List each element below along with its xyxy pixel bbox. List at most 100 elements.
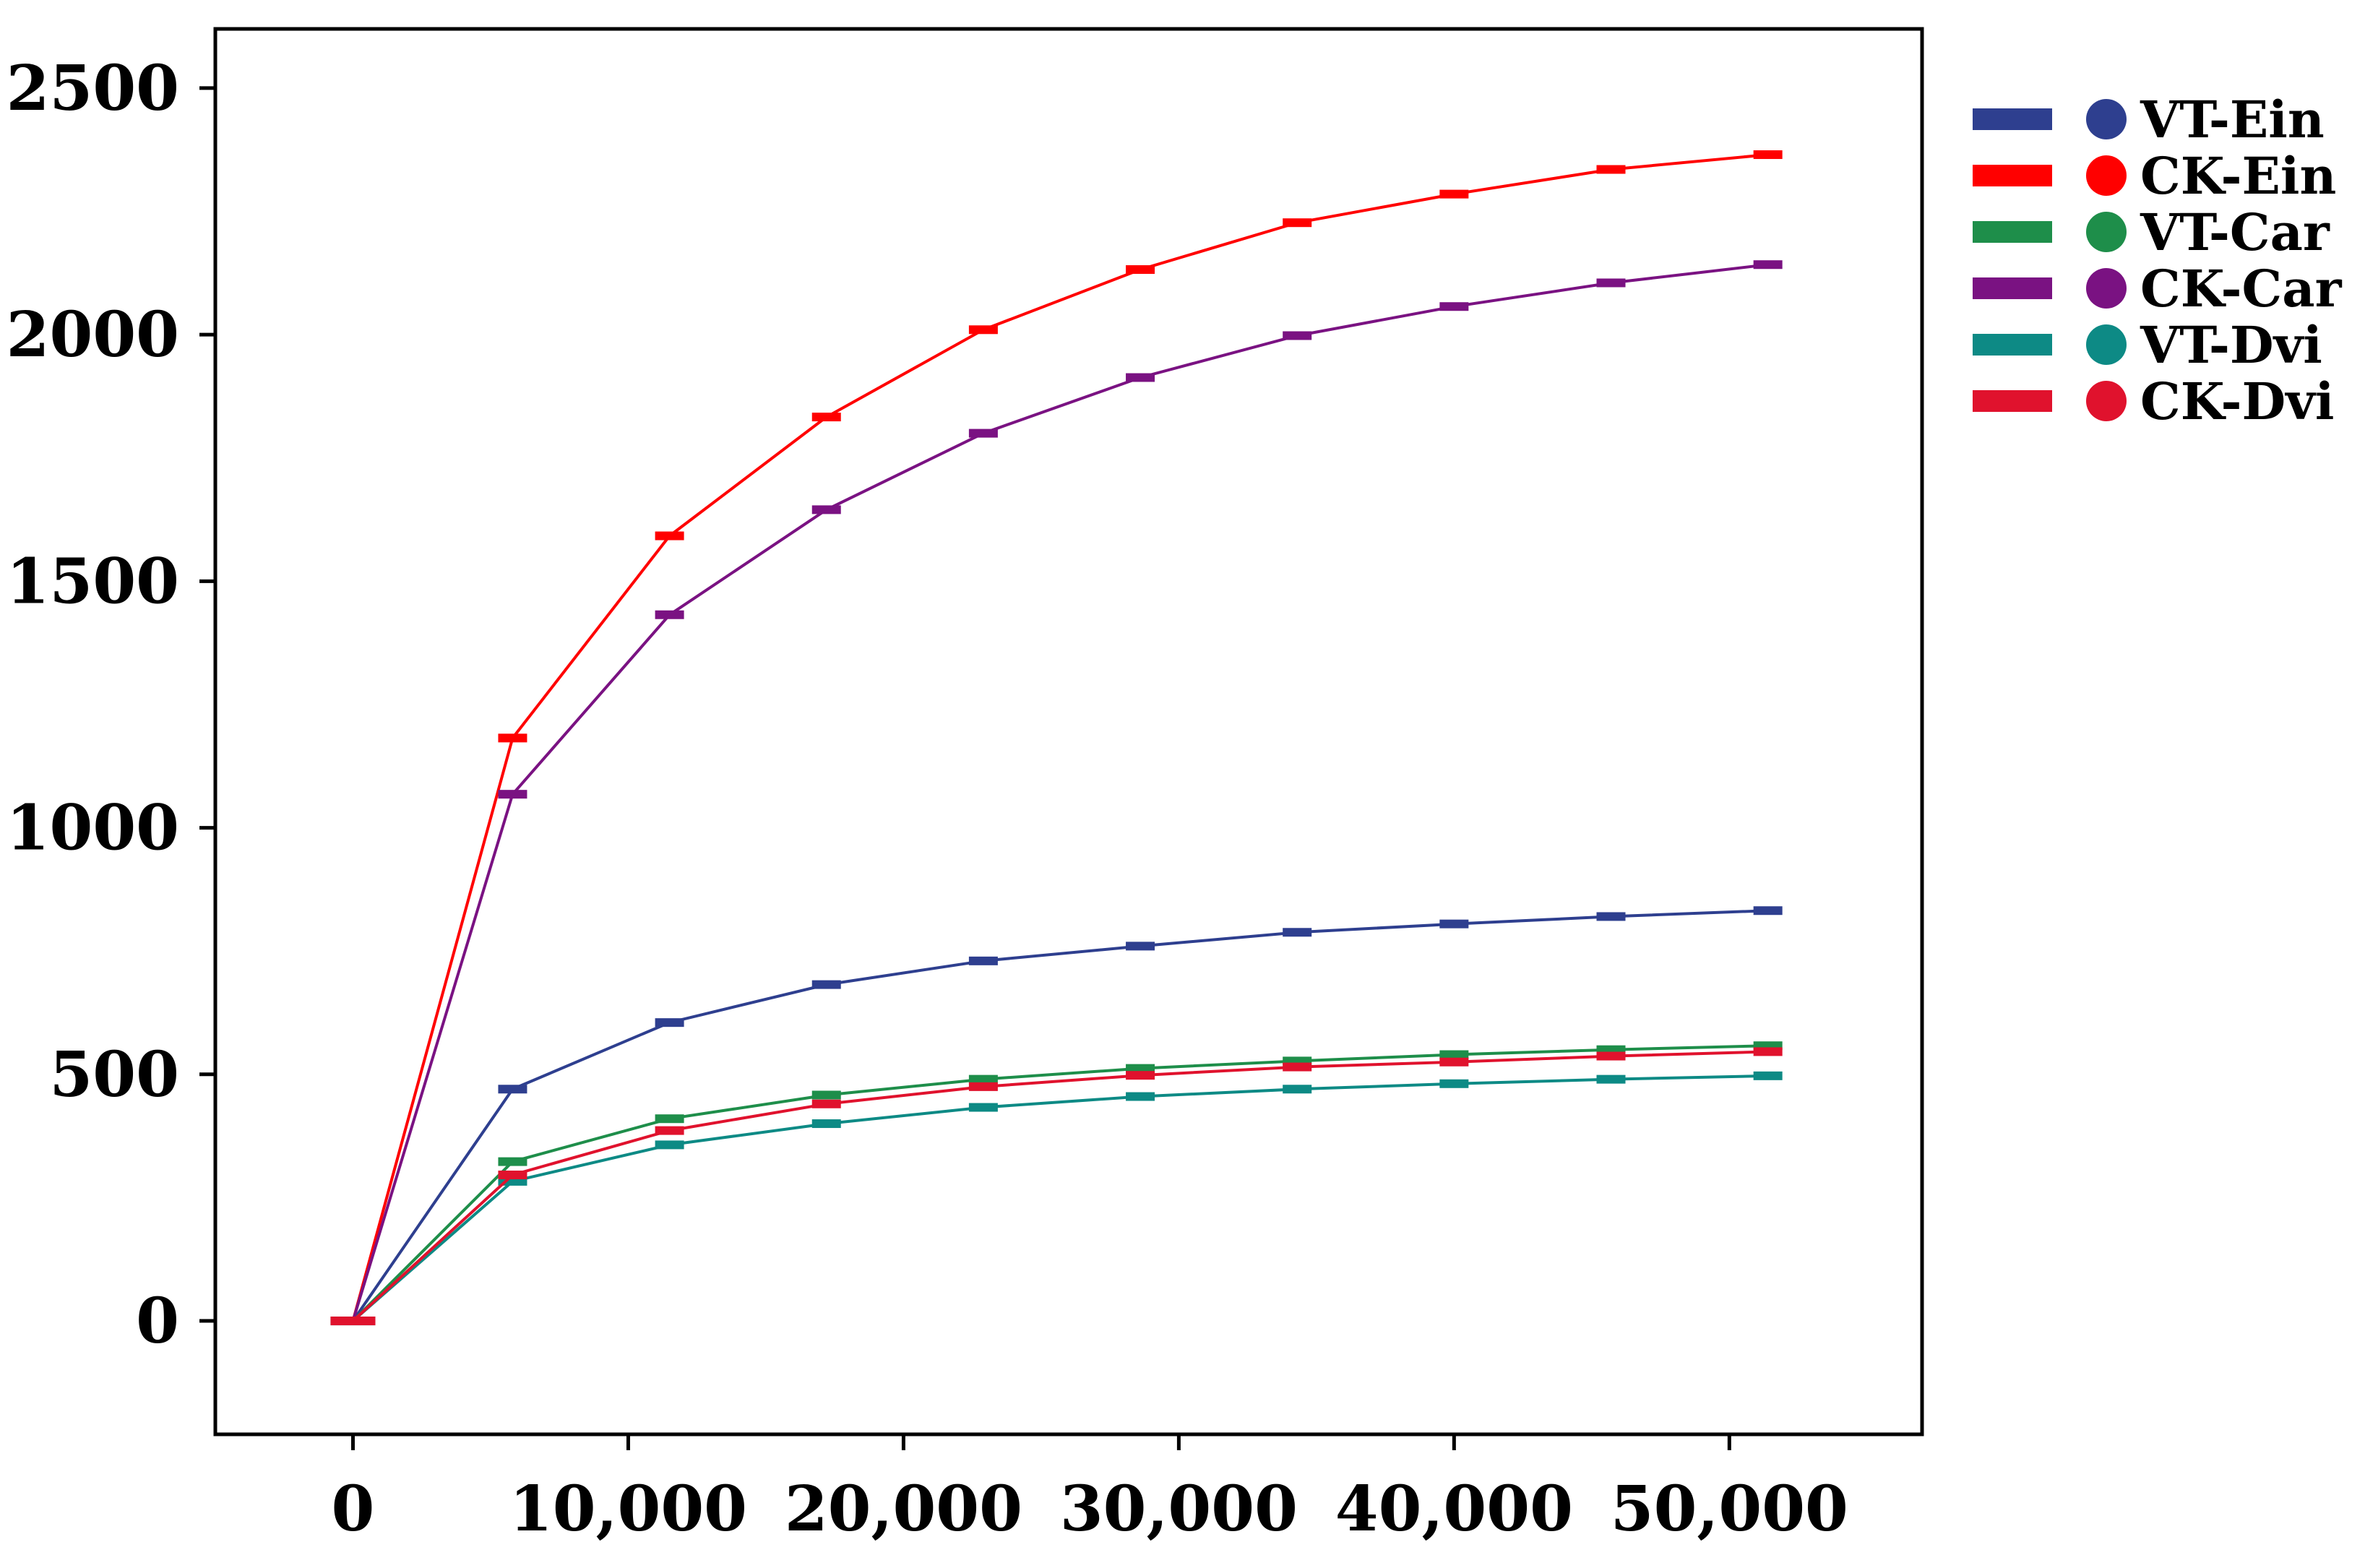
y-tick-label: 1500 [7, 545, 179, 618]
data-point-marker [811, 1090, 841, 1100]
data-point-marker [1753, 906, 1783, 916]
data-point-marker [968, 1074, 998, 1084]
data-point-marker [968, 325, 998, 335]
series-vt-dvi [330, 1071, 1783, 1326]
data-point-marker [1283, 928, 1312, 937]
legend-swatch [1973, 108, 2052, 130]
data-point-marker [968, 1103, 998, 1112]
legend-swatch [1973, 165, 2052, 186]
legend-marker [2086, 155, 2127, 196]
legend-marker [2086, 324, 2127, 365]
data-point-marker [498, 1171, 527, 1180]
data-point-marker [655, 1114, 684, 1124]
data-point-marker [1439, 1079, 1469, 1088]
data-point-marker [1596, 165, 1626, 174]
x-axis: 0 10,000 20,000 30,000 40,000 50,000 [332, 1434, 1848, 1546]
data-point-marker [1753, 1071, 1783, 1080]
data-point-marker [811, 1099, 841, 1108]
legend-marker [2086, 381, 2127, 421]
data-point-marker [1439, 189, 1469, 199]
legend-swatch [1973, 334, 2052, 356]
data-point-marker [968, 1082, 998, 1091]
data-point-marker [1439, 302, 1469, 311]
legend-label: VT-Car [2140, 202, 2330, 262]
data-point-marker [1283, 1062, 1312, 1072]
data-point-marker [498, 733, 527, 743]
x-tick-label: 40,000 [1335, 1473, 1573, 1546]
series-vt-ein [330, 906, 1783, 1326]
data-point-marker [811, 980, 841, 989]
y-tick-label: 500 [49, 1038, 179, 1111]
data-point-marker [1126, 1092, 1155, 1101]
series-line [352, 1074, 1768, 1322]
data-point-marker [1283, 1085, 1312, 1094]
legend-swatch [1973, 390, 2052, 412]
data-point-marker [655, 1018, 684, 1028]
legend-swatch [1973, 277, 2052, 299]
data-point-marker [1439, 1050, 1469, 1059]
x-tick-label: 10,000 [509, 1473, 747, 1546]
series-ck-ein [330, 150, 1783, 1326]
legend-label: CK-Dvi [2140, 371, 2334, 431]
data-point-marker [811, 413, 841, 422]
data-point-marker [1439, 919, 1469, 929]
legend-item: CK-Dvi [1973, 371, 2334, 431]
data-point-marker [1753, 150, 1783, 160]
legend-item: VT-Dvi [1973, 315, 2322, 375]
data-point-marker [1126, 942, 1155, 951]
plot-frame [213, 27, 1924, 1436]
y-tick-label: 2000 [7, 298, 179, 371]
x-tick-label: 0 [332, 1473, 375, 1546]
y-tick-label: 2500 [7, 52, 179, 125]
data-point-marker [655, 1126, 684, 1135]
legend-item: CK-Ein [1973, 146, 2336, 206]
data-point-marker [655, 531, 684, 540]
legend-swatch [1973, 221, 2052, 243]
legend-item: VT-Ein [1973, 90, 2325, 150]
legend-marker [2086, 268, 2127, 309]
series-layer [330, 150, 1783, 1326]
x-tick-label: 50,000 [1611, 1473, 1848, 1546]
series-line [351, 263, 1768, 1322]
series-vt-car [330, 1041, 1783, 1326]
data-point-marker [1596, 1051, 1626, 1061]
series-ck-dvi [330, 1047, 1783, 1326]
legend-label: VT-Ein [2140, 90, 2325, 150]
data-point-marker [330, 1317, 376, 1326]
data-point-marker [1596, 912, 1626, 921]
data-point-marker [968, 956, 998, 965]
series-line [351, 909, 1768, 1322]
data-point-marker [655, 1140, 684, 1150]
legend-label: VT-Dvi [2140, 315, 2322, 375]
x-tick-label: 30,000 [1060, 1473, 1298, 1546]
data-point-marker [1283, 331, 1312, 340]
data-point-marker [1753, 260, 1783, 270]
data-point-marker [498, 1157, 527, 1166]
data-point-marker [968, 428, 998, 438]
data-point-marker [811, 1119, 841, 1129]
series-line [351, 153, 1768, 1322]
legend-label: CK-Car [2140, 259, 2343, 319]
data-point-marker [1126, 1064, 1155, 1073]
legend-item: CK-Car [1973, 259, 2343, 319]
data-point-marker [811, 505, 841, 514]
series-line [352, 1050, 1768, 1322]
data-point-marker [1126, 265, 1155, 275]
y-axis: 0 500 1000 1500 2000 2500 [7, 52, 215, 1358]
y-tick-label: 0 [136, 1285, 179, 1358]
legend-item: VT-Car [1973, 202, 2330, 262]
data-point-marker [1596, 1074, 1626, 1084]
data-point-marker [655, 610, 684, 619]
data-point-marker [1596, 278, 1626, 288]
legend-marker [2086, 212, 2127, 252]
y-tick-label: 1000 [7, 792, 179, 865]
data-point-marker [1126, 373, 1155, 382]
legend-marker [2086, 99, 2127, 139]
data-point-marker [1753, 1047, 1783, 1056]
series-line [352, 1044, 1768, 1322]
data-point-marker [1439, 1057, 1469, 1067]
x-tick-label: 20,000 [785, 1473, 1022, 1546]
